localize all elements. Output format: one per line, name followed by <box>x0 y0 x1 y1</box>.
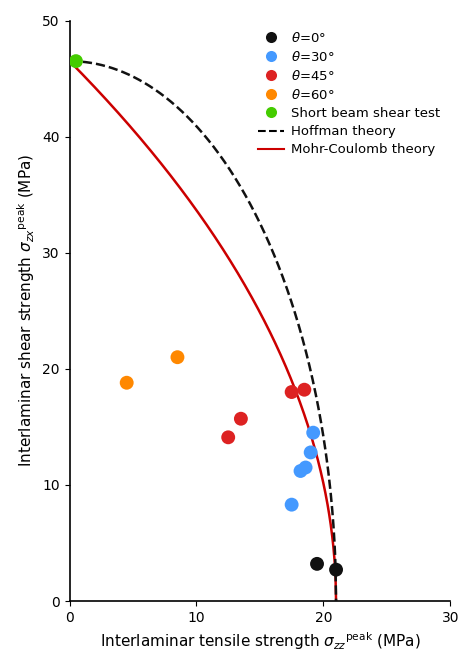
X-axis label: Interlaminar tensile strength $\sigma_{zz}$$^{\rm peak}$ (MPa): Interlaminar tensile strength $\sigma_{z… <box>100 630 420 652</box>
Point <box>72 56 80 67</box>
Point <box>297 466 304 476</box>
Point <box>237 414 245 424</box>
Point <box>310 428 317 438</box>
Point <box>302 462 310 473</box>
Y-axis label: Interlaminar shear strength $\sigma_{zx}$$^{\rm peak}$ (MPa): Interlaminar shear strength $\sigma_{zx}… <box>15 154 36 468</box>
Point <box>301 384 308 395</box>
Point <box>123 378 130 388</box>
Point <box>288 500 295 510</box>
Point <box>313 558 321 569</box>
Legend: $\theta$=0°, $\theta$=30°, $\theta$=45°, $\theta$=60°, Short beam shear test, Ho: $\theta$=0°, $\theta$=30°, $\theta$=45°,… <box>254 27 444 160</box>
Point <box>224 432 232 443</box>
Point <box>288 387 295 398</box>
Point <box>307 447 314 458</box>
Point <box>332 564 340 575</box>
Point <box>173 352 181 363</box>
